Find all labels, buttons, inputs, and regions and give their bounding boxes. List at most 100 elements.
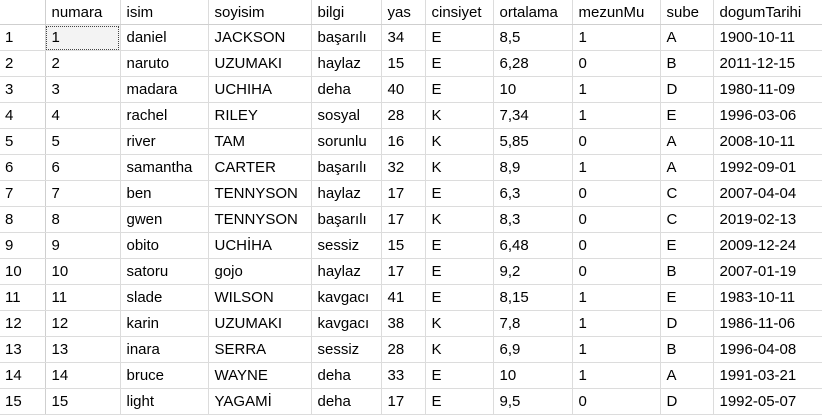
cell-bilgi[interactable]: sessiz bbox=[311, 336, 382, 363]
cell-soyisim[interactable]: UZUMAKI bbox=[208, 310, 312, 337]
cell-soyisim[interactable]: UCHİHA bbox=[208, 232, 312, 259]
row-number[interactable]: 3 bbox=[0, 76, 46, 103]
row-number[interactable]: 8 bbox=[0, 206, 46, 233]
cell-ortalama[interactable]: 6,9 bbox=[493, 336, 573, 363]
cell-dogumtarihi[interactable]: 1991-03-21 bbox=[713, 362, 822, 389]
cell-ortalama[interactable]: 10 bbox=[493, 76, 573, 103]
cell-ortalama[interactable]: 6,3 bbox=[493, 180, 573, 207]
cell-soyisim[interactable]: UZUMAKI bbox=[208, 50, 312, 77]
cell-sube[interactable]: A bbox=[660, 24, 714, 51]
row-number[interactable]: 6 bbox=[0, 154, 46, 181]
cell-yas[interactable]: 28 bbox=[381, 102, 426, 129]
row-number[interactable]: 2 bbox=[0, 50, 46, 77]
cell-bilgi[interactable]: haylaz bbox=[311, 50, 382, 77]
cell-cinsiyet[interactable]: E bbox=[425, 258, 494, 285]
cell-mezunmu[interactable]: 1 bbox=[572, 24, 661, 51]
cell-ortalama[interactable]: 8,9 bbox=[493, 154, 573, 181]
table-row[interactable]: 8 8 gwen TENNYSON başarılı 17 K 8,3 0 C 2019-02-13 bbox=[0, 206, 822, 233]
cell-yas[interactable]: 40 bbox=[381, 76, 426, 103]
cell-cinsiyet[interactable]: E bbox=[425, 232, 494, 259]
cell-mezunmu[interactable]: 0 bbox=[572, 388, 661, 415]
cell-yas[interactable]: 41 bbox=[381, 284, 426, 311]
cell-sube[interactable]: C bbox=[660, 180, 714, 207]
cell-mezunmu[interactable]: 0 bbox=[572, 128, 661, 155]
cell-mezunmu[interactable]: 1 bbox=[572, 336, 661, 363]
row-number[interactable]: 4 bbox=[0, 102, 46, 129]
cell-ortalama[interactable]: 8,5 bbox=[493, 24, 573, 51]
cell-isim[interactable]: slade bbox=[120, 284, 209, 311]
cell-mezunmu[interactable]: 0 bbox=[572, 258, 661, 285]
cell-ortalama[interactable]: 8,15 bbox=[493, 284, 573, 311]
cell-ortalama[interactable]: 6,28 bbox=[493, 50, 573, 77]
cell-soyisim[interactable]: UCHIHA bbox=[208, 76, 312, 103]
cell-isim[interactable]: satoru bbox=[120, 258, 209, 285]
table-row[interactable]: 13 13 inara SERRA sessiz 28 K 6,9 1 B 1996-04-08 bbox=[0, 336, 822, 363]
cell-isim[interactable]: river bbox=[120, 128, 209, 155]
cell-yas[interactable]: 38 bbox=[381, 310, 426, 337]
cell-soyisim[interactable]: RILEY bbox=[208, 102, 312, 129]
row-number[interactable]: 12 bbox=[0, 310, 46, 337]
cell-mezunmu[interactable]: 1 bbox=[572, 102, 661, 129]
cell-soyisim[interactable]: WILSON bbox=[208, 284, 312, 311]
cell-cinsiyet[interactable]: K bbox=[425, 310, 494, 337]
cell-numara[interactable]: 14 bbox=[45, 362, 121, 389]
select-all-corner[interactable] bbox=[0, 0, 46, 25]
cell-bilgi[interactable]: başarılı bbox=[311, 206, 382, 233]
cell-bilgi[interactable]: haylaz bbox=[311, 258, 382, 285]
table-row[interactable]: 14 14 bruce WAYNE deha 33 E 10 1 A 1991-03-21 bbox=[0, 362, 822, 389]
cell-dogumtarihi[interactable]: 2007-04-04 bbox=[713, 180, 822, 207]
cell-mezunmu[interactable]: 1 bbox=[572, 76, 661, 103]
cell-ortalama[interactable]: 9,5 bbox=[493, 388, 573, 415]
table-row[interactable]: 4 4 rachel RILEY sosyal 28 K 7,34 1 E 1996-03-06 bbox=[0, 102, 822, 129]
cell-numara[interactable]: 2 bbox=[45, 50, 121, 77]
column-header-isim[interactable]: isim bbox=[120, 0, 209, 25]
table-row[interactable]: 2 2 naruto UZUMAKI haylaz 15 E 6,28 0 B 2011-12-15 bbox=[0, 50, 822, 77]
cell-dogumtarihi[interactable]: 1996-04-08 bbox=[713, 336, 822, 363]
cell-cinsiyet[interactable]: E bbox=[425, 76, 494, 103]
row-number[interactable]: 5 bbox=[0, 128, 46, 155]
cell-mezunmu[interactable]: 1 bbox=[572, 284, 661, 311]
cell-bilgi[interactable]: sessiz bbox=[311, 232, 382, 259]
cell-yas[interactable]: 17 bbox=[381, 206, 426, 233]
cell-ortalama[interactable]: 7,8 bbox=[493, 310, 573, 337]
cell-ortalama[interactable]: 6,48 bbox=[493, 232, 573, 259]
cell-isim[interactable]: samantha bbox=[120, 154, 209, 181]
cell-yas[interactable]: 15 bbox=[381, 50, 426, 77]
cell-numara[interactable]: 13 bbox=[45, 336, 121, 363]
cell-yas[interactable]: 15 bbox=[381, 232, 426, 259]
table-row[interactable]: 7 7 ben TENNYSON haylaz 17 E 6,3 0 C 2007-04-04 bbox=[0, 180, 822, 207]
cell-isim[interactable]: naruto bbox=[120, 50, 209, 77]
cell-mezunmu[interactable]: 1 bbox=[572, 362, 661, 389]
cell-isim[interactable]: ben bbox=[120, 180, 209, 207]
cell-numara[interactable]: 4 bbox=[45, 102, 121, 129]
cell-bilgi[interactable]: sosyal bbox=[311, 102, 382, 129]
cell-numara[interactable]: 12 bbox=[45, 310, 121, 337]
cell-isim[interactable]: madara bbox=[120, 76, 209, 103]
row-number[interactable]: 7 bbox=[0, 180, 46, 207]
cell-soyisim[interactable]: TENNYSON bbox=[208, 180, 312, 207]
cell-dogumtarihi[interactable]: 1980-11-09 bbox=[713, 76, 822, 103]
cell-sube[interactable]: B bbox=[660, 258, 714, 285]
cell-ortalama[interactable]: 9,2 bbox=[493, 258, 573, 285]
cell-dogumtarihi[interactable]: 1983-10-11 bbox=[713, 284, 822, 311]
cell-numara[interactable]: 11 bbox=[45, 284, 121, 311]
cell-isim[interactable]: daniel bbox=[120, 24, 209, 51]
row-number[interactable]: 11 bbox=[0, 284, 46, 311]
table-row[interactable]: 9 9 obito UCHİHA sessiz 15 E 6,48 0 E 2009-12-24 bbox=[0, 232, 822, 259]
cell-numara[interactable]: 6 bbox=[45, 154, 121, 181]
cell-isim[interactable]: gwen bbox=[120, 206, 209, 233]
cell-numara[interactable]: 10 bbox=[45, 258, 121, 285]
cell-sube[interactable]: A bbox=[660, 362, 714, 389]
cell-cinsiyet[interactable]: E bbox=[425, 24, 494, 51]
cell-sube[interactable]: E bbox=[660, 102, 714, 129]
cell-sube[interactable]: E bbox=[660, 232, 714, 259]
cell-bilgi[interactable]: kavgacı bbox=[311, 310, 382, 337]
cell-mezunmu[interactable]: 0 bbox=[572, 232, 661, 259]
cell-numara[interactable]: 7 bbox=[45, 180, 121, 207]
cell-numara[interactable]: 5 bbox=[45, 128, 121, 155]
column-header-numara[interactable]: numara bbox=[45, 0, 121, 25]
cell-dogumtarihi[interactable]: 2008-10-11 bbox=[713, 128, 822, 155]
cell-cinsiyet[interactable]: K bbox=[425, 128, 494, 155]
cell-dogumtarihi[interactable]: 1996-03-06 bbox=[713, 102, 822, 129]
table-row[interactable]: 12 12 karin UZUMAKI kavgacı 38 K 7,8 1 D 1986-11-0… bbox=[0, 310, 822, 337]
